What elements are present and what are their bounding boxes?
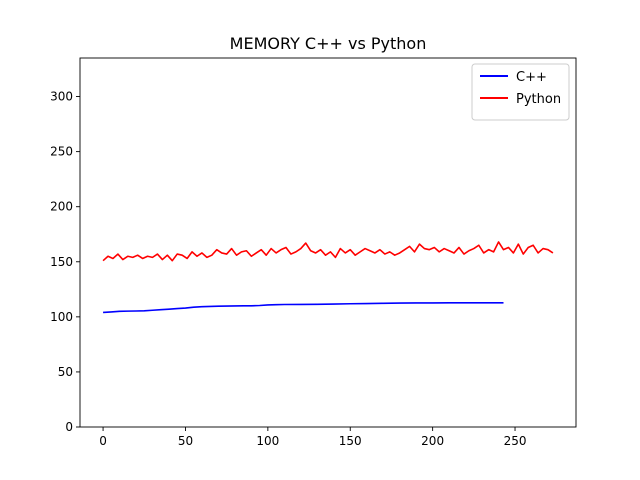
series-line-0 (103, 302, 504, 314)
x-tick-label: 150 (339, 434, 362, 448)
chart-title: MEMORY C++ vs Python (230, 34, 427, 53)
legend-box (471, 63, 570, 121)
legend-label-0: C++ (516, 70, 547, 85)
y-tick-label: 250 (50, 145, 73, 159)
x-tick-label: 100 (256, 434, 279, 448)
y-tick-label: 50 (58, 365, 73, 379)
legend-label-1: Python (516, 92, 561, 107)
y-tick-label: 0 (65, 420, 73, 434)
y-tick-label: 200 (50, 200, 73, 214)
legend: C++ Python (471, 63, 570, 121)
plot-frame (79, 57, 577, 428)
x-tick-label: 250 (504, 434, 527, 448)
y-tick-label: 100 (50, 310, 73, 324)
series-layer (102, 241, 554, 314)
x-tick-label: 200 (421, 434, 444, 448)
axes-layer: 0 50 100 150 200 250 0 50 100 150 200 250 300 (50, 57, 577, 448)
y-tick-label: 150 (50, 255, 73, 269)
x-tick-label: 50 (178, 434, 193, 448)
x-tick-label: 0 (99, 434, 107, 448)
y-tick-label: 300 (50, 90, 73, 104)
series-line-1 (102, 241, 554, 262)
